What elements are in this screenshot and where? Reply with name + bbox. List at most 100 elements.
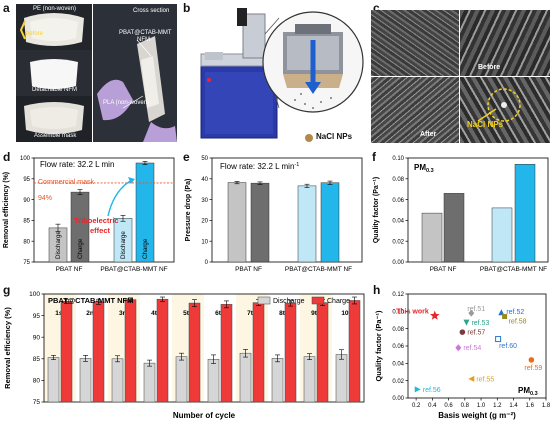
x-axis-label: Number of cycle bbox=[173, 411, 236, 420]
bar-charge bbox=[156, 298, 169, 403]
panel-d-label: d bbox=[3, 150, 11, 164]
legend-label-charge: Charge bbox=[327, 298, 350, 305]
bar-label: Charge bbox=[142, 238, 149, 259]
y-tick-label: 90 bbox=[23, 198, 30, 204]
y-tick-label: 95 bbox=[23, 177, 30, 183]
legend-swatch-charge bbox=[311, 296, 325, 305]
bar-label: Discharge bbox=[55, 231, 62, 259]
bar-charge bbox=[60, 301, 73, 403]
cycle-label: 3rd bbox=[119, 310, 129, 317]
y-tick-label: 0.08 bbox=[392, 177, 404, 183]
point-ref52 bbox=[498, 309, 505, 316]
y-tick-label: 10 bbox=[201, 239, 208, 245]
pbat-ctab-label: PBAT@CTAB-MMT bbox=[119, 30, 172, 36]
point-this-work bbox=[430, 310, 440, 320]
x-tick-label: 0.2 bbox=[412, 403, 421, 409]
cycle-label: 2nd bbox=[86, 310, 98, 317]
cycle-label: 8th bbox=[279, 310, 289, 317]
plot-frame bbox=[33, 157, 175, 263]
flow-rate-superscript: -1 bbox=[294, 162, 299, 168]
y-tick-label: 20 bbox=[201, 219, 208, 225]
y-tick-label: 0.10 bbox=[392, 310, 404, 316]
y-tick-label: 40 bbox=[201, 177, 208, 183]
bar-discharge bbox=[111, 358, 124, 403]
x-axis-label: Basis weight (g m⁻²) bbox=[438, 411, 516, 420]
point-label: ref.59 bbox=[524, 365, 542, 372]
nacl-legend-label: NaCl NPs bbox=[316, 132, 353, 141]
point-label: ref.60 bbox=[499, 343, 517, 350]
plot-frame bbox=[43, 293, 365, 403]
bar-charge bbox=[124, 299, 137, 403]
y-tick-label: 0.02 bbox=[392, 379, 404, 385]
y-tick-label: 0.06 bbox=[392, 198, 404, 204]
point-ref59 bbox=[528, 357, 535, 363]
y-tick-label: 85 bbox=[23, 219, 30, 225]
bar-4 bbox=[514, 163, 536, 263]
point-label: ref.53 bbox=[471, 320, 489, 327]
chart-g-title: PBAT@CTAB-MMT NFM bbox=[48, 296, 133, 305]
bar-charge bbox=[92, 301, 105, 403]
sem-after-label: After bbox=[420, 131, 437, 138]
x-tick-label: 0.4 bbox=[428, 403, 437, 409]
y-tick-label: 100 bbox=[20, 156, 31, 162]
sem-before-label: Before bbox=[478, 64, 501, 71]
commercial-pct-label: 94% bbox=[38, 195, 52, 202]
sem-before-high bbox=[460, 10, 550, 76]
tribo-arrow bbox=[107, 179, 133, 217]
point-label: ref.52 bbox=[506, 309, 524, 316]
nacl-highlight bbox=[477, 88, 521, 122]
point-ref57 bbox=[459, 329, 466, 335]
cycle-label: 6th bbox=[215, 310, 225, 317]
y-tick-label: 30 bbox=[201, 198, 208, 204]
chart-d-removal-efficiency: 75 80 85 90 95 100 Removal efficiency (%) Disch… bbox=[3, 156, 175, 273]
bar-discharge bbox=[271, 358, 284, 403]
cycle-label: 10th bbox=[341, 310, 354, 317]
point-label: ref.55 bbox=[476, 376, 494, 383]
x-tick-label: 0.6 bbox=[444, 403, 453, 409]
point-ref53 bbox=[463, 319, 470, 326]
panel-a-cross-section-photo: Cross section PBAT@CTAB-MMT NFM PLA (non… bbox=[93, 4, 177, 142]
y-tick-label: 0.00 bbox=[392, 260, 404, 266]
x-group-label: PBAT@CTAB-MMT NF bbox=[100, 266, 167, 273]
panel-f-label: f bbox=[372, 150, 376, 164]
pm-subscript: 0.3 bbox=[426, 168, 434, 174]
chart-f-quality-factor: 0.00 0.02 0.04 0.06 0.08 0.10 Quality factor (… bbox=[373, 156, 549, 273]
x-group-label: PBAT@CTAB-MMT NF bbox=[480, 266, 547, 273]
cycle-label: 1st bbox=[55, 310, 65, 317]
y-tick-label: 0.08 bbox=[392, 327, 404, 333]
point-ref54 bbox=[455, 344, 462, 352]
x-group-label: PBAT@CTAB-MMT NF bbox=[285, 266, 352, 273]
y-tick-label: 0.06 bbox=[392, 344, 404, 350]
bar-charge bbox=[348, 300, 361, 403]
bar-discharge bbox=[239, 352, 252, 403]
bar-charge bbox=[284, 302, 297, 403]
y-tick-label: 0.04 bbox=[392, 362, 404, 368]
bar-1 bbox=[227, 182, 247, 263]
y-tick-label: 50 bbox=[201, 156, 208, 162]
legend-label-discharge: Discharge bbox=[273, 298, 305, 305]
filtration-apparatus bbox=[200, 8, 364, 142]
bar-discharge bbox=[303, 356, 316, 403]
point-label: ref.51 bbox=[467, 306, 485, 313]
x-tick-label: 1.4 bbox=[509, 403, 518, 409]
y-axis-label: Removal efficiency (%) bbox=[3, 172, 10, 248]
point-ref60 bbox=[495, 336, 502, 343]
y-axis-label: Pressure drop (Pa) bbox=[185, 179, 192, 242]
chart-e-pressure-drop: 0 10 20 30 40 50 Pressure drop (Pa) PBAT NF PBAT… bbox=[185, 156, 363, 273]
y-tick-label: 80 bbox=[23, 239, 30, 245]
x-tick-label: 1.2 bbox=[493, 403, 502, 409]
bar-discharge bbox=[79, 358, 92, 403]
mask-illustration bbox=[16, 4, 92, 142]
point-ref51 bbox=[468, 309, 475, 317]
bar-4 bbox=[320, 182, 340, 263]
panel-h-label: h bbox=[373, 283, 381, 297]
assemble-label: Assemble mask bbox=[34, 133, 77, 139]
bar-1 bbox=[421, 212, 443, 263]
cross-section-illustration bbox=[93, 4, 177, 142]
x-tick-label: 0.8 bbox=[461, 403, 470, 409]
cycle-label: 5th bbox=[183, 310, 193, 317]
bar-discharge bbox=[47, 357, 60, 403]
bar-charge bbox=[252, 302, 265, 403]
point-label: ref.57 bbox=[467, 330, 485, 337]
point-label: ref.54 bbox=[463, 345, 481, 352]
